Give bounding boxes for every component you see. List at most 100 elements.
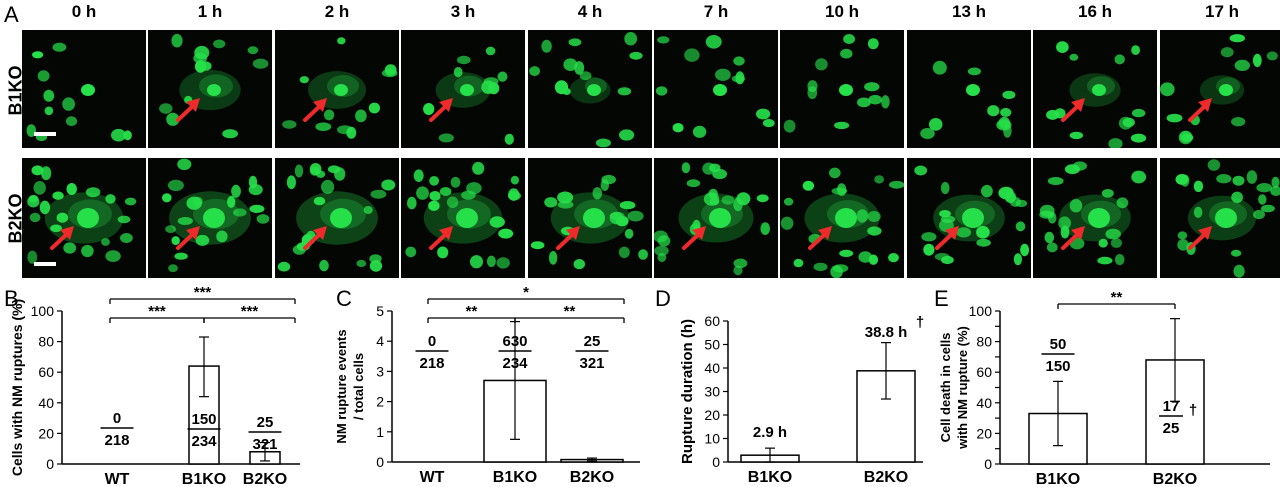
nucleus [987,105,1000,117]
y-tick-label: 60 [704,313,720,329]
nucleus [27,196,40,208]
x-tick-label-b1ko: B1KO [493,469,537,486]
nucleus [472,161,485,175]
sig-b1ko-b2ko [1057,303,1176,309]
nucleus [346,126,357,139]
y-tick-label: 80 [976,334,992,350]
nucleus [976,238,991,247]
panel-letter-d: D [655,286,671,311]
value-label-b1ko: 2.9 h [753,424,787,441]
fraction-b2ko-denominator: 321 [579,355,604,372]
nucleus [429,191,441,201]
nucleus [369,260,383,272]
red-arrow-icon [176,98,200,122]
nucleus [579,71,592,81]
nucleus [496,257,510,269]
y-tick-label: 100 [969,303,993,319]
scale-bar [34,132,56,136]
nucleus [920,128,935,139]
nucleus [1231,117,1246,127]
nucleus [1271,176,1280,188]
time-label: 13 h [951,2,987,21]
nucleus [44,106,54,116]
nucleus [413,169,424,182]
fraction-b1ko-numerator: 630 [502,333,527,350]
nucleus [654,230,668,243]
nucleus [624,32,638,46]
nucleus [315,122,332,131]
nucleus [1260,204,1275,213]
nucleus [684,48,700,62]
nucleus [41,166,52,181]
nucleus [37,70,50,82]
nucleus [313,196,326,206]
x-tick-label-wt: WT [420,469,445,486]
sig-wt-b2ko [427,298,625,304]
nucleus [29,212,41,223]
nucleus [65,116,78,127]
nucleus [26,124,37,137]
nucleus [568,38,582,47]
nucleus [1252,53,1262,67]
red-arrow-icon [303,98,327,122]
micrograph-b2ko-0h [22,158,146,278]
sig-b1ko-b2ko-label: *** [241,303,259,320]
nucleus [1054,108,1066,119]
nucleus [428,200,440,211]
error-bar-b2ko [587,457,597,462]
nucleus [1177,239,1189,251]
nucleus [39,200,51,215]
nucleus [292,244,306,255]
nucleus [1116,197,1129,209]
nucleus [914,165,928,176]
nucleus [282,120,297,129]
target-nucleus [835,208,857,228]
nucleus [111,128,126,142]
nucleus [780,216,794,230]
red-arrow-icon [1061,226,1085,250]
target-nucleus [583,208,605,228]
target-nucleus [1219,84,1233,96]
nucleus [856,209,868,223]
error-bar-b2ko [881,342,891,400]
nucleus [712,168,727,180]
nucleus [921,232,937,242]
fraction-b2ko-denominator: 321 [252,436,277,453]
fraction-wt-numerator: 0 [113,410,121,427]
nucleus [231,184,241,198]
nucleus [530,241,545,250]
nucleus [407,196,417,210]
error-bar-b2ko [1170,318,1180,402]
nucleus [1131,108,1146,118]
target-nucleus [587,84,601,96]
nucleus [834,121,850,130]
nucleus [889,180,904,189]
nucleus [705,35,722,49]
nucleus [692,125,707,138]
nucleus [1131,45,1140,55]
nucleus [544,197,558,208]
nucleus [299,76,309,84]
nucleus [563,58,578,71]
nucleus [252,58,269,69]
nucleus [1229,34,1245,43]
nucleus [63,242,77,254]
nucleus [213,39,226,49]
nucleus [52,42,67,52]
time-label: 1 h [197,2,223,21]
nucleus [756,194,769,203]
nucleus [956,227,972,238]
time-label: 17 h [1204,2,1240,21]
target-nucleus [203,208,225,228]
nucleus [1231,249,1242,257]
nucleus [557,200,574,209]
target-nucleus [1092,84,1106,96]
sig-wt-b2ko-label: *** [194,287,212,301]
nucleus [1114,254,1125,266]
micrograph-b1ko-1h [148,30,272,148]
nucleus [162,193,172,203]
y-tick-label: 40 [976,395,992,411]
nucleus [124,197,137,206]
fraction-b1ko-numerator: 50 [1050,336,1067,353]
micrograph-b1ko-7h [654,30,778,148]
